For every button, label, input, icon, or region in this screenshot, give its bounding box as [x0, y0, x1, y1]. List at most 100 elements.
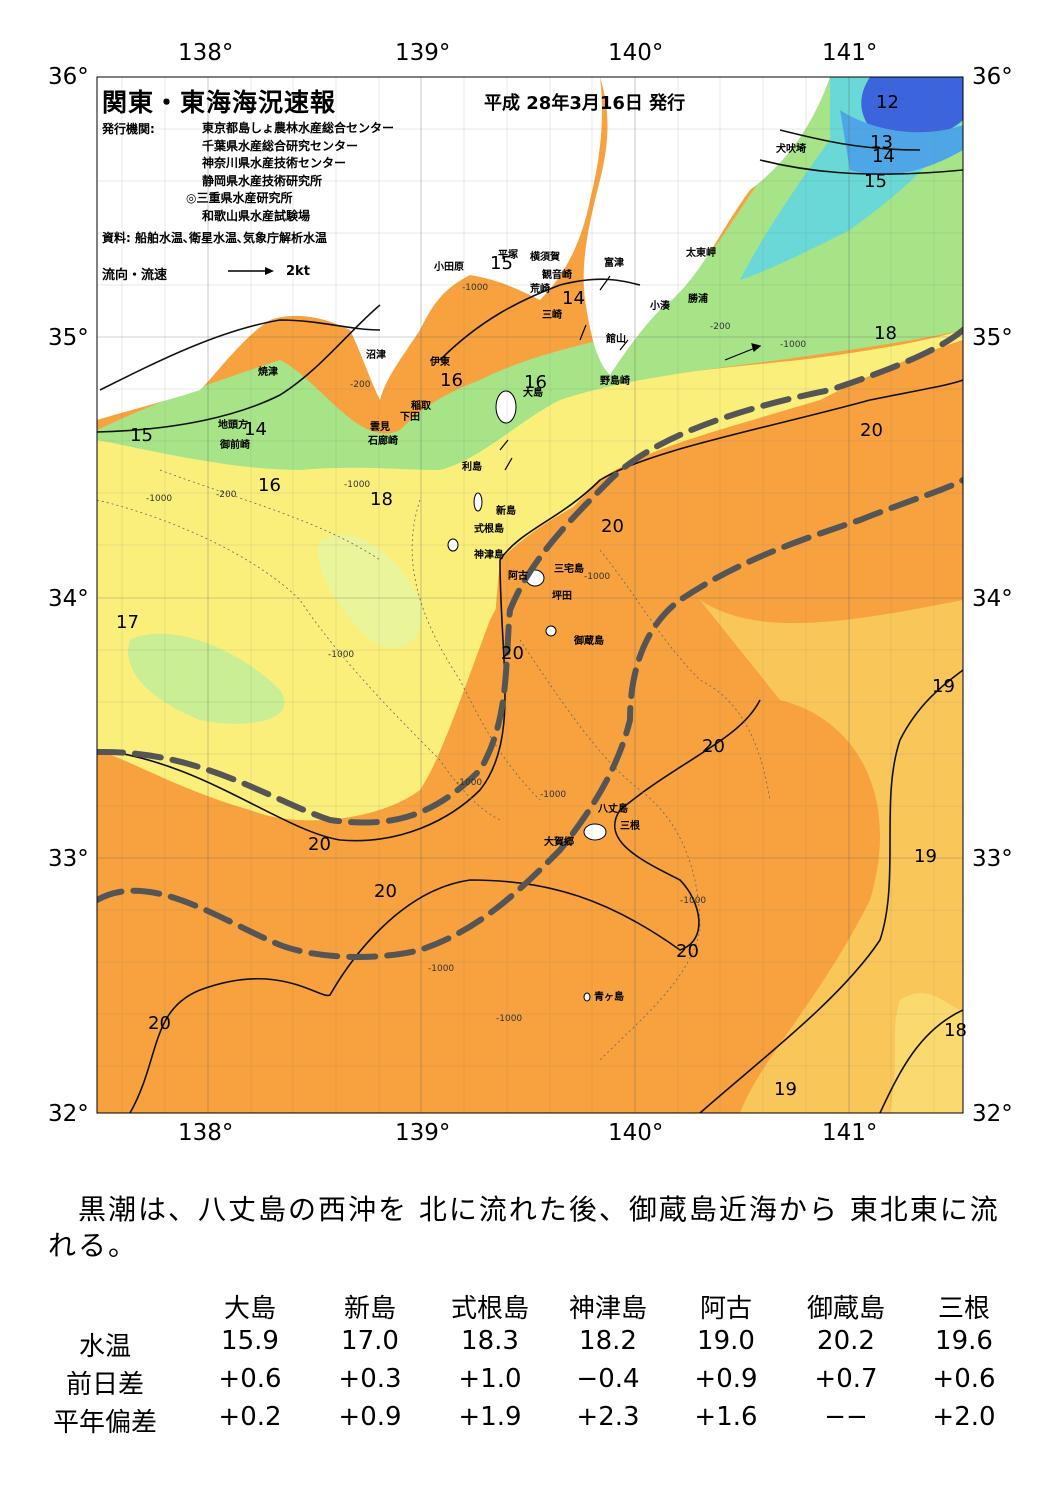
lat-label-left-33: 33° — [48, 846, 89, 872]
lat-label-right-33: 33° — [972, 846, 1013, 872]
lon-label-bottom-138: 138° — [178, 1120, 234, 1146]
kuroshio-axis — [97, 327, 963, 960]
lon-label-bottom-139: 139° — [395, 1120, 451, 1146]
institutions-label: 発行機関: — [102, 122, 155, 136]
place-label: 観音崎 — [542, 270, 572, 281]
table-cell: +0.3 — [338, 1364, 402, 1394]
table-cell: +0.9 — [338, 1402, 402, 1432]
depth-contours — [97, 469, 771, 1061]
table-cell: +0.7 — [814, 1364, 878, 1394]
cool-patch-area — [128, 633, 285, 724]
table-cell: +0.6 — [932, 1364, 996, 1394]
table-cell: +1.0 — [458, 1364, 522, 1394]
isotherm-label: 16 — [258, 475, 281, 496]
kuroshio-summary: 黒潮は、八丈島の西沖を 北に流れた後、御蔵島近海から 東北東に流れる。 — [48, 1193, 1000, 1262]
place-label: 横須賀 — [530, 252, 560, 263]
institution-item: 和歌山県水産試験場 — [202, 208, 311, 223]
isotherm-label: 20 — [860, 420, 883, 441]
table-header-cell: 式根島 — [450, 1294, 529, 1324]
lon-label-bottom-141: 141° — [822, 1120, 878, 1146]
lon-label-bottom-140: 140° — [608, 1120, 664, 1146]
isotherm-label: 14 — [562, 288, 585, 309]
place-label: 犬吠埼 — [776, 144, 806, 155]
east-18c-area — [890, 993, 963, 1113]
table-cell: 17.0 — [341, 1326, 399, 1356]
isotherm-label: 17 — [116, 612, 139, 633]
place-label: 三崎 — [542, 310, 562, 321]
lat-label-left-34: 34° — [48, 586, 89, 612]
place-label: 小田原 — [434, 262, 464, 273]
institutions-list: 東京都島しょ農林水産総合センター 千葉県水産総合研究センター 神奈川県水産技術セ… — [186, 120, 394, 225]
kuroshio-core-area — [260, 360, 963, 861]
place-label: 御前崎 — [220, 440, 250, 451]
flow-legend-label: 流向・流速 — [102, 268, 168, 283]
place-label: 新島 — [496, 506, 516, 517]
isotherm-label: 20 — [148, 1013, 171, 1034]
place-label: 下田 — [400, 412, 420, 423]
depth-label: -1000 — [780, 340, 807, 350]
table-cell: 19.0 — [697, 1326, 755, 1356]
table-cell: 19.6 — [935, 1326, 993, 1356]
table-cell: 18.2 — [579, 1326, 637, 1356]
place-label: 式根島 — [474, 524, 504, 535]
row-label: 前日差 — [65, 1370, 144, 1400]
institution-item: 神奈川県水産技術センター — [202, 156, 347, 170]
hachijojima-island — [583, 823, 607, 841]
depth-label: -1000 — [456, 778, 483, 788]
institution-item: 静岡県水産技術研究所 — [202, 173, 323, 188]
flow-legend-unit: 2kt — [286, 264, 310, 279]
institution-item: 東京都島しょ農林水産総合センター — [202, 121, 395, 135]
aogashima-island — [583, 992, 591, 1002]
isotherm-label: 20 — [501, 643, 524, 664]
lat-label-left-36: 36° — [48, 64, 89, 90]
place-label: 神津島 — [474, 550, 504, 561]
place-label: 野島崎 — [600, 376, 630, 387]
table-header-cell: 阿古 — [699, 1294, 752, 1324]
place-label: 大賀郷 — [544, 837, 574, 848]
place-label: 伊東 — [430, 357, 450, 368]
isotherm-label: 14 — [872, 146, 895, 167]
lat-label-right-35: 35° — [972, 325, 1013, 351]
mikurajima-island — [545, 625, 557, 637]
place-label: 稲取 — [411, 401, 431, 412]
table-header-cell: 新島 — [343, 1294, 396, 1324]
boso-peninsula-land — [583, 77, 830, 375]
table-header-cell: 大島 — [223, 1294, 276, 1324]
yellow-band-area — [97, 330, 963, 821]
isotherm-label: 16 — [440, 370, 463, 391]
sea-temperature-map-svg — [96, 76, 964, 1114]
table-header-cell: 三根 — [937, 1294, 990, 1324]
table-cell: +1.6 — [694, 1402, 758, 1432]
cold-water-mid — [840, 110, 963, 175]
lon-label-top-139: 139° — [395, 40, 451, 66]
table-header-cell: 神津島 — [568, 1294, 647, 1324]
table-cell: −− — [824, 1402, 868, 1432]
table-cell: 15.9 — [221, 1326, 279, 1356]
isotherm-label: 19 — [914, 846, 937, 867]
place-label: 雲見 — [370, 422, 390, 433]
table-cell: +2.3 — [576, 1402, 640, 1432]
place-label: 三宅島 — [554, 564, 584, 575]
table-cell: +1.9 — [458, 1402, 522, 1432]
isotherm-label: 20 — [601, 516, 624, 537]
place-label: 三根 — [620, 821, 640, 832]
place-label: 平塚 — [498, 250, 518, 261]
isotherm-label: 16 — [524, 372, 547, 393]
isotherm-label: 20 — [374, 881, 397, 902]
isotherm-lines — [97, 129, 963, 1113]
lat-lon-grid — [97, 77, 963, 1113]
lat-label-left-35: 35° — [48, 325, 89, 351]
depth-label: -1000 — [344, 480, 371, 490]
table-cell: +0.2 — [218, 1402, 282, 1432]
place-label: 石廊崎 — [368, 436, 398, 447]
niijima-island — [473, 492, 483, 512]
place-label: 館山 — [606, 334, 626, 345]
institution-item: 千葉県水産総合研究センター — [202, 138, 359, 153]
table-cell: +2.0 — [932, 1402, 996, 1432]
isotherm-label: 15 — [490, 253, 513, 274]
place-label: 小湊 — [650, 301, 670, 312]
table-cell: 20.2 — [817, 1326, 875, 1356]
lon-label-top-140: 140° — [608, 40, 664, 66]
depth-label: -1000 — [328, 650, 355, 660]
lon-label-top-138: 138° — [178, 40, 234, 66]
